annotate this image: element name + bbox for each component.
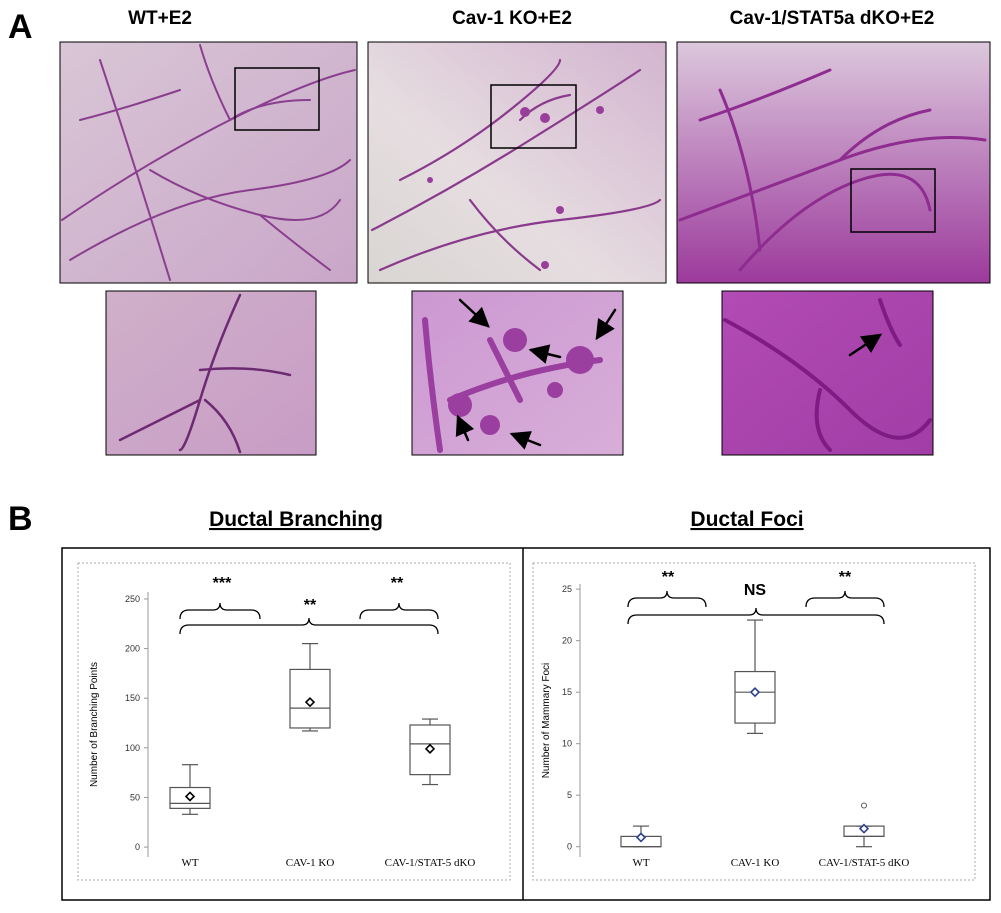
mean-marker — [424, 743, 436, 754]
x-tick-label: CAV-1 KO — [286, 857, 335, 869]
micrograph — [59, 41, 991, 456]
panel-label: B — [8, 500, 33, 538]
mean-marker — [858, 823, 870, 834]
y-tick-label: 50 — [130, 792, 140, 802]
y-tick-label: 100 — [125, 743, 140, 753]
x-tick-label: WT — [632, 857, 649, 869]
box — [734, 670, 776, 724]
plot-frame — [532, 562, 976, 881]
y-tick-label: 25 — [562, 584, 572, 594]
box — [409, 724, 451, 776]
outlier — [861, 802, 867, 809]
y-tick-label: 5 — [567, 790, 572, 800]
panel-frame — [61, 547, 991, 901]
y-tick-label: 15 — [562, 687, 572, 697]
y-axis-label: Number of Branching Points — [89, 662, 100, 787]
y-tick-label: 20 — [562, 636, 572, 646]
significance-bracket — [627, 607, 885, 625]
chart-title: Ductal Foci — [690, 508, 803, 531]
x-tick-label: CAV-1/STAT-5 dKO — [385, 857, 476, 869]
significance-label: ** — [662, 569, 675, 586]
image-title: WT+E2 — [128, 8, 192, 29]
chart-title: Ductal Branching — [209, 508, 383, 531]
mean-marker — [184, 791, 196, 802]
y-tick-label: 250 — [125, 594, 140, 604]
y-tick-label: 200 — [125, 644, 140, 654]
significance-bracket — [179, 617, 439, 635]
box — [169, 786, 211, 809]
box — [289, 668, 331, 729]
mean-marker — [304, 697, 316, 708]
panel-label: A — [8, 8, 33, 46]
x-tick-label: CAV-1 KO — [731, 857, 780, 869]
significance-bracket — [179, 602, 261, 620]
y-axis-label: Number of Mammary Foci — [541, 663, 552, 779]
image-title: Cav-1/STAT5a dKO+E2 — [730, 8, 935, 29]
x-tick-label: CAV-1/STAT-5 dKO — [819, 857, 910, 869]
significance-bracket — [627, 590, 707, 608]
significance-label: ** — [304, 597, 317, 614]
mean-marker — [749, 687, 761, 698]
significance-label: ** — [839, 569, 852, 586]
significance-label: ** — [391, 575, 404, 592]
y-tick-label: 0 — [567, 842, 572, 852]
significance-label: *** — [213, 575, 232, 592]
image-title: Cav-1 KO+E2 — [452, 8, 572, 29]
significance-label: NS — [744, 582, 767, 599]
y-tick-label: 0 — [135, 842, 140, 852]
plot-frame — [77, 562, 511, 881]
y-tick-label: 10 — [562, 739, 572, 749]
y-tick-label: 150 — [125, 693, 140, 703]
significance-bracket — [359, 602, 439, 620]
x-tick-label: WT — [181, 857, 198, 869]
significance-bracket — [805, 590, 885, 608]
mean-marker — [635, 832, 647, 843]
